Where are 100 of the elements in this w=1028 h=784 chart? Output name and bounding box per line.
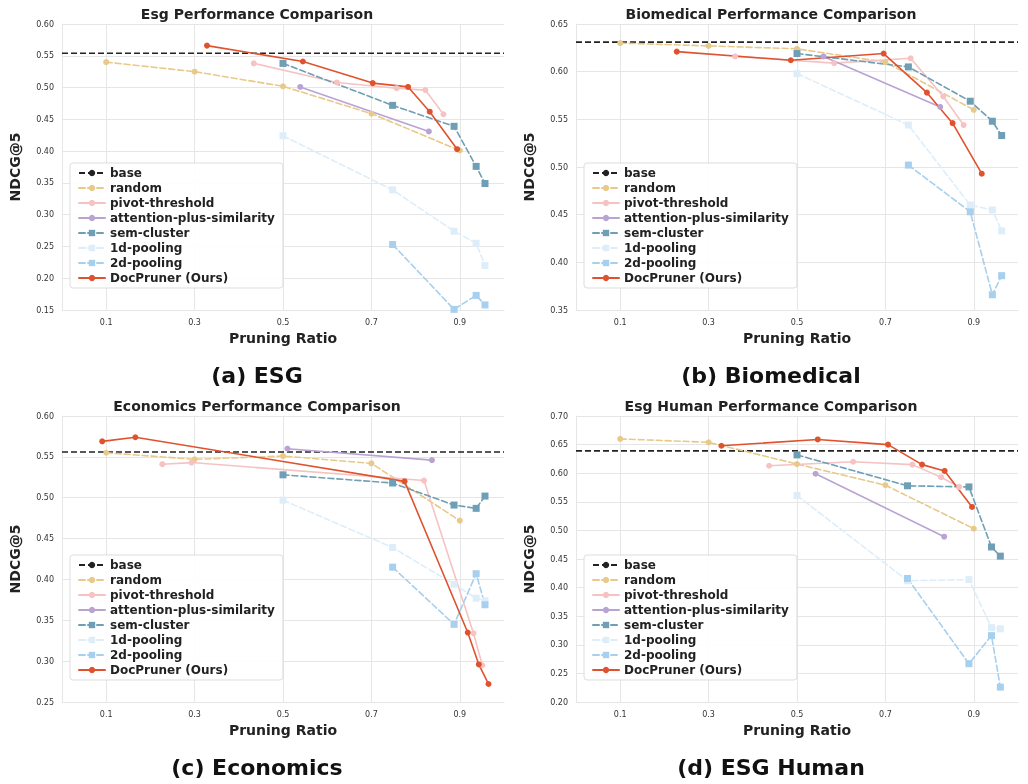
point: [405, 83, 412, 90]
x-tick-label: 0.3: [702, 317, 715, 327]
point: [904, 63, 912, 71]
x-tick-label: 0.9: [453, 317, 467, 327]
point: [450, 122, 458, 130]
point: [998, 272, 1006, 280]
point: [965, 483, 973, 491]
legend-label: attention-plus-similarity: [624, 211, 790, 225]
point: [705, 42, 712, 49]
legend-label: base: [110, 166, 142, 180]
legend-label: sem-cluster: [110, 226, 190, 240]
y-tick-label: 0.55: [550, 497, 568, 507]
point: [988, 291, 996, 299]
point: [941, 533, 948, 540]
point: [969, 503, 976, 510]
point: [904, 161, 912, 169]
point: [732, 53, 739, 60]
point: [987, 632, 995, 640]
legend-label: DocPruner (Ours): [624, 663, 743, 677]
legend-label: random: [110, 573, 162, 587]
legend-label: 1d-pooling: [624, 241, 697, 255]
point: [923, 89, 930, 96]
point: [203, 42, 210, 49]
y-tick-label: 0.65: [550, 440, 568, 450]
point: [987, 543, 995, 551]
point: [280, 83, 286, 90]
point: [907, 55, 914, 62]
y-tick-label: 0.40: [36, 574, 54, 584]
chart-title: Esg Performance Comparison: [140, 6, 374, 22]
point: [904, 121, 912, 129]
legend-label: DocPruner (Ours): [624, 271, 743, 285]
point: [393, 85, 400, 92]
y-tick-label: 0.25: [550, 668, 568, 678]
point: [956, 483, 963, 490]
point: [831, 60, 838, 67]
legend-label: pivot-threshold: [624, 588, 729, 602]
x-tick-label: 0.9: [967, 709, 981, 719]
point: [279, 496, 287, 504]
point: [485, 681, 492, 688]
point: [369, 80, 376, 87]
y-axis-title: NDCG@5: [521, 524, 537, 594]
point: [904, 482, 911, 490]
point: [794, 461, 800, 468]
point: [673, 48, 680, 55]
point: [880, 50, 887, 57]
point: [481, 492, 489, 500]
y-tick-label: 0.55: [36, 452, 54, 462]
x-tick-label: 0.9: [453, 709, 467, 719]
y-tick-label: 0.20: [550, 697, 568, 707]
point: [475, 661, 482, 668]
point: [472, 594, 480, 602]
point: [284, 445, 291, 452]
x-tick-label: 0.1: [613, 709, 627, 719]
point: [464, 629, 471, 636]
legend-label: random: [110, 181, 162, 195]
point: [428, 457, 435, 464]
point: [450, 227, 458, 235]
point: [820, 53, 827, 60]
point: [389, 479, 397, 487]
point: [998, 132, 1006, 140]
point: [426, 108, 433, 115]
x-tick-label: 0.7: [879, 709, 892, 719]
point: [850, 458, 857, 465]
y-tick-label: 0.35: [550, 305, 568, 315]
x-tick-label: 0.3: [702, 709, 715, 719]
y-tick-label: 0.55: [36, 51, 54, 61]
legend-label: attention-plus-similarity: [110, 211, 276, 225]
y-tick-label: 0.35: [36, 615, 54, 625]
chart-title: Esg Human Performance Comparison: [624, 398, 918, 414]
x-axis-title: Pruning Ratio: [742, 329, 852, 346]
point: [965, 660, 973, 668]
point: [966, 208, 974, 216]
point: [450, 580, 458, 588]
point: [425, 128, 432, 135]
point: [617, 40, 624, 47]
point: [766, 462, 773, 469]
point: [450, 620, 458, 628]
point: [422, 87, 429, 94]
point: [472, 239, 480, 247]
y-axis-title: NDCG@5: [7, 524, 23, 594]
point: [450, 501, 458, 509]
point: [885, 441, 892, 448]
point: [988, 206, 996, 214]
point: [793, 70, 801, 78]
point: [401, 478, 408, 485]
y-tick-label: 0.40: [36, 146, 54, 156]
x-tick-label: 0.3: [188, 317, 201, 327]
y-tick-label: 0.45: [36, 534, 54, 544]
point: [368, 110, 375, 117]
x-axis-title: Pruning Ratio: [742, 721, 852, 738]
x-axis-title: Pruning Ratio: [228, 329, 338, 346]
point: [389, 563, 397, 571]
legend-label: pivot-threshold: [624, 196, 729, 210]
y-tick-label: 0.60: [36, 19, 54, 29]
legend-label: DocPruner (Ours): [110, 271, 229, 285]
x-tick-label: 0.1: [99, 317, 113, 327]
point: [812, 470, 819, 477]
point: [882, 482, 889, 489]
y-tick-label: 0.60: [550, 468, 568, 478]
point: [103, 59, 110, 66]
